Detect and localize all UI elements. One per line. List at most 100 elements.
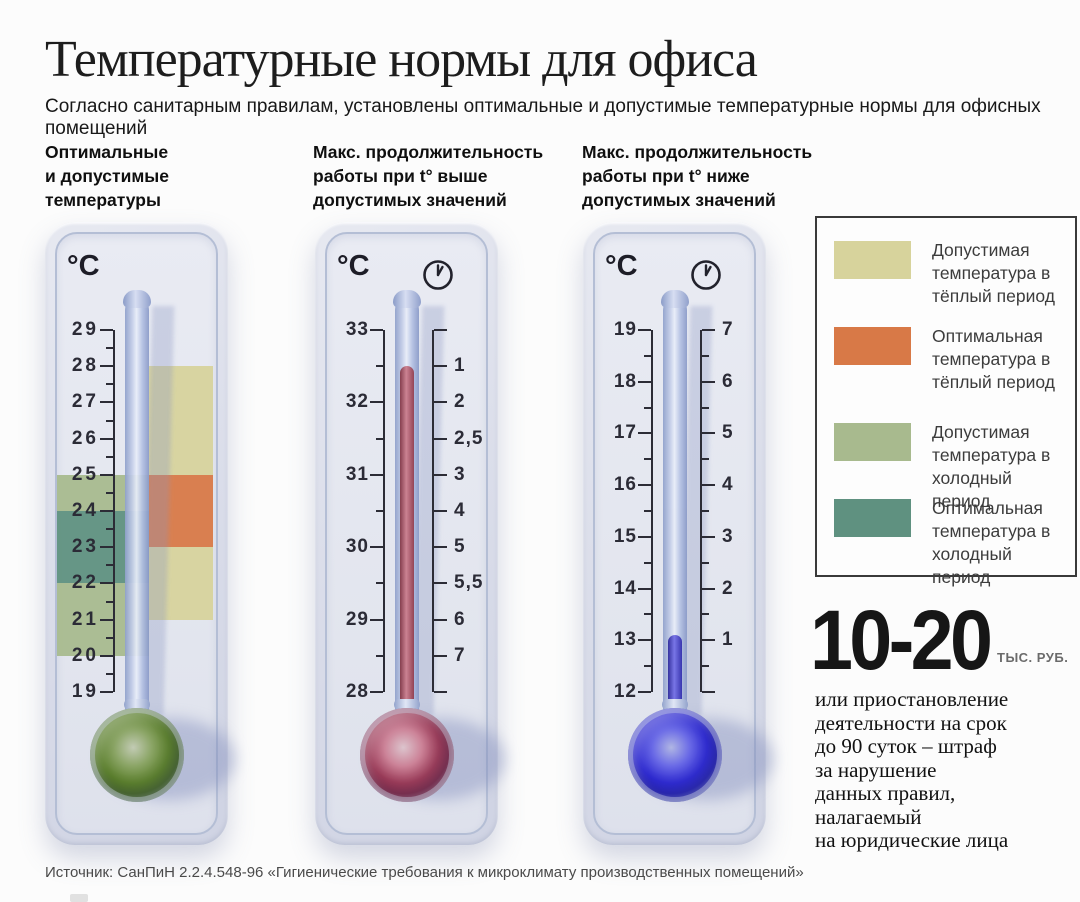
scale-label: 7 — [454, 644, 466, 666]
legend-label: Допустимая температура в холодный период — [932, 422, 1051, 511]
scale-tick — [434, 473, 447, 476]
scale-label: 7 — [722, 319, 734, 340]
source-note: Источник: СанПиН 2.2.4.548-96 «Гигиениче… — [45, 864, 804, 881]
celsius-label: °C — [605, 250, 638, 282]
fine-amount: 10-20 — [810, 593, 993, 687]
celsius-label: °C — [337, 250, 370, 282]
scale-label: 5,5 — [454, 572, 484, 594]
scale-label: 6 — [722, 370, 734, 392]
scale-tick — [106, 672, 113, 675]
scale-tick — [638, 380, 651, 383]
scale-tick — [434, 691, 447, 693]
scale-tick — [638, 484, 651, 487]
scale-tick — [702, 561, 709, 564]
scale-label: 28 — [71, 355, 99, 377]
scale-tick — [370, 546, 383, 549]
scale-label: 28 — [345, 681, 369, 702]
scale-tick — [702, 510, 709, 512]
column-heading-below-allowed: Макс. продолжительность работы при t° ни… — [582, 142, 813, 211]
scale-tick — [638, 329, 651, 331]
scale-label: 6 — [454, 608, 466, 630]
scale-tick — [376, 654, 383, 657]
scale-tick — [370, 691, 383, 693]
page-subtitle: Согласно санитарным правилам, установлен… — [45, 96, 1041, 139]
scale-tick — [644, 561, 651, 564]
temp-zone-allowed_warm — [149, 547, 213, 620]
thermometer-above-allowed: °C 33 32 31 30 29 28 1 2 2,5 3 4 5 5,5 6 7 — [315, 222, 505, 845]
legend-swatch-allowed-warm — [834, 241, 911, 279]
clock-icon — [421, 258, 455, 292]
tube-neck-ring — [124, 699, 150, 710]
scale-label: 3 — [454, 463, 466, 485]
clock-icon — [689, 258, 723, 292]
scale-tick — [644, 510, 651, 512]
thermometer-below-allowed: °C 19 18 17 16 15 14 13 12 7 6 5 4 3 2 1 — [583, 222, 773, 845]
thermometer-fluid — [668, 635, 682, 714]
scale-label: 23 — [71, 536, 99, 558]
legend: Допустимая температура в тёплый период О… — [815, 216, 1077, 587]
scale-tick — [644, 354, 651, 357]
page-title: Температурные нормы для офиса — [45, 31, 758, 88]
scale-line — [651, 330, 653, 692]
scale-label: 2,5 — [454, 427, 484, 449]
scale-tick — [100, 473, 113, 476]
scale-tick — [100, 329, 113, 331]
scale-tick — [638, 691, 651, 693]
scale-label: 32 — [345, 391, 369, 413]
scale-tick — [376, 365, 383, 368]
scale-line — [383, 330, 385, 692]
scale-tick — [370, 329, 383, 331]
scale-tick — [702, 380, 715, 383]
scale-label: 29 — [345, 608, 369, 630]
scale-tick — [702, 639, 715, 642]
temp-zone-allowed_warm — [149, 366, 213, 475]
scale-label: 33 — [345, 319, 369, 340]
scale-tick — [644, 406, 651, 409]
scale-tick — [100, 618, 113, 621]
fine-amount-unit: ТЫС. РУБ. — [997, 650, 1069, 665]
tube-neck-ring — [662, 699, 688, 710]
scale-tick — [644, 665, 651, 668]
scale-tick — [434, 401, 447, 404]
scale-tick — [702, 458, 709, 461]
scale-tick — [644, 458, 651, 461]
scale-label: 2 — [722, 577, 734, 599]
legend-swatch-optimal-warm — [834, 327, 911, 365]
scale-tick — [702, 432, 715, 435]
scale-tick — [702, 354, 709, 357]
legend-swatch-allowed-cold — [834, 423, 911, 461]
scale-label: 30 — [345, 536, 369, 558]
tube-neck-ring — [394, 699, 420, 710]
scale-label: 15 — [613, 525, 637, 547]
scale-tick — [106, 419, 113, 422]
thermometer-bulb — [360, 708, 454, 802]
scale-label: 4 — [722, 474, 734, 496]
scale-tick — [638, 587, 651, 590]
scale-tick — [106, 455, 113, 458]
scale-tick — [702, 535, 715, 538]
thermometer-bulb — [90, 708, 184, 802]
fine-description: или приостановление деятельности на срок… — [815, 687, 1009, 852]
scale-line — [113, 330, 115, 692]
scale-tick — [702, 665, 709, 668]
scale-label: 24 — [71, 500, 99, 521]
scale-label: 20 — [71, 644, 99, 666]
scale-tick — [100, 510, 113, 512]
thermometer-tube — [663, 298, 687, 714]
legend-label: Оптимальная температура в тёплый период — [932, 326, 1055, 392]
scale-label: 1 — [454, 355, 466, 377]
scale-tick — [100, 365, 113, 368]
scale-tick — [702, 613, 709, 616]
scale-tick — [702, 406, 709, 409]
thermometer-tube — [395, 298, 419, 714]
scale-tick — [106, 491, 113, 494]
celsius-label: °C — [67, 250, 100, 282]
scale-tick — [434, 654, 447, 657]
scale-label: 3 — [722, 525, 734, 547]
scale-tick — [434, 582, 447, 585]
scale-tick — [638, 639, 651, 642]
scale-label: 26 — [71, 427, 99, 449]
tube-cap — [393, 290, 421, 308]
scale-label: 18 — [613, 370, 637, 392]
scale-tick — [644, 613, 651, 616]
